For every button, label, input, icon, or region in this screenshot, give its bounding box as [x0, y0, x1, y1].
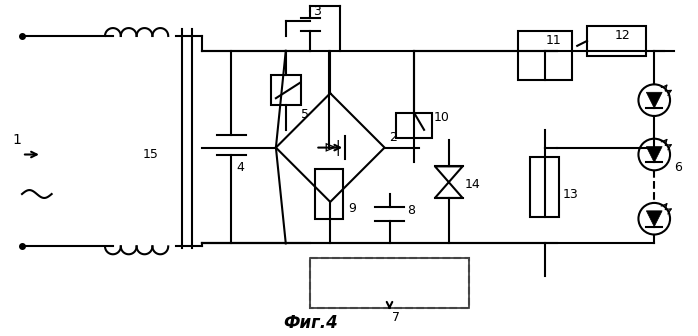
Bar — [587, 26, 646, 56]
Text: 13: 13 — [563, 187, 578, 201]
Bar — [518, 31, 572, 80]
Bar — [396, 113, 432, 138]
Polygon shape — [646, 211, 662, 226]
Bar — [311, 258, 468, 308]
Text: 14: 14 — [465, 178, 480, 191]
Text: 10: 10 — [434, 112, 450, 124]
Text: 6: 6 — [674, 161, 682, 174]
Text: 2: 2 — [389, 131, 397, 144]
Text: 12: 12 — [615, 30, 630, 42]
Bar — [315, 169, 343, 219]
Text: 8: 8 — [408, 204, 415, 217]
Text: 5: 5 — [301, 109, 309, 122]
Text: 9: 9 — [348, 202, 356, 215]
Text: ⊳|: ⊳| — [323, 139, 341, 156]
Text: 7: 7 — [392, 311, 401, 324]
Bar — [271, 76, 301, 105]
Text: 3: 3 — [313, 5, 321, 18]
Bar — [311, 258, 468, 308]
Text: 15: 15 — [142, 148, 158, 161]
Polygon shape — [646, 146, 662, 162]
Text: 1: 1 — [12, 133, 21, 147]
Polygon shape — [646, 92, 662, 108]
Text: Фиг.4: Фиг.4 — [283, 314, 338, 332]
Bar — [530, 158, 559, 217]
Text: 11: 11 — [546, 34, 561, 47]
Text: 4: 4 — [237, 161, 244, 174]
